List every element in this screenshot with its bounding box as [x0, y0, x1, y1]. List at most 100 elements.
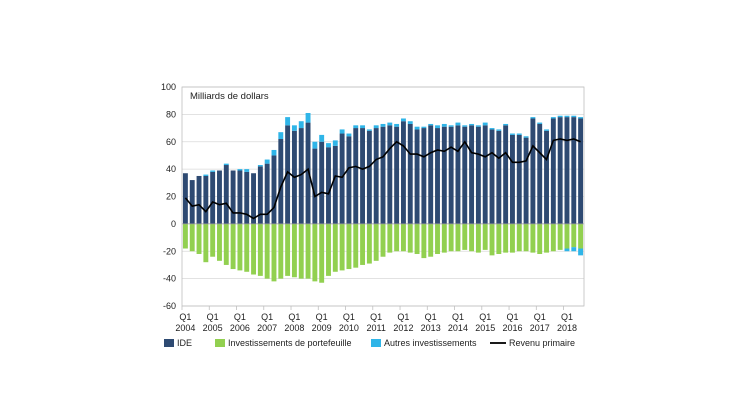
x-tick-quarter: Q1: [534, 312, 546, 322]
bar-investissements-portefeuille: [230, 223, 236, 270]
bar-investissements-portefeuille: [380, 223, 386, 257]
bar-autres-investissements: [469, 123, 475, 126]
y-tick-label: 80: [166, 109, 176, 119]
legend-swatch: [164, 339, 174, 347]
bar-investissements-portefeuille: [189, 223, 195, 252]
bar-ide: [305, 122, 311, 224]
bar-autres-investissements: [387, 122, 393, 126]
bar-investissements-portefeuille: [353, 223, 359, 268]
bar-investissements-portefeuille: [332, 223, 338, 272]
bar-autres-investissements: [244, 169, 250, 172]
bar-autres-investissements: [557, 115, 563, 118]
bar-investissements-portefeuille: [271, 223, 277, 282]
x-tick-year: 2013: [421, 323, 441, 333]
bar-ide: [210, 171, 216, 224]
bar-autres-investissements: [530, 117, 536, 119]
bar-autres-investissements: [523, 136, 529, 138]
bar-investissements-portefeuille: [217, 223, 222, 261]
bar-investissements-portefeuille: [441, 223, 447, 253]
bar-ide: [387, 125, 393, 224]
x-tick-year: 2011: [367, 323, 386, 333]
bar-investissements-portefeuille: [210, 223, 216, 257]
bar-ide: [380, 126, 386, 224]
bar-autres-investissements: [455, 122, 461, 126]
bar-investissements-portefeuille: [564, 223, 570, 249]
bar-investissements-portefeuille: [223, 223, 229, 265]
bar-ide: [394, 126, 400, 224]
bar-autres-investissements: [237, 169, 243, 171]
y-tick-label: -20: [163, 246, 176, 256]
bar-ide: [353, 128, 359, 224]
bar-autres-investissements: [421, 126, 427, 129]
bar-investissements-portefeuille: [196, 223, 202, 254]
bar-ide: [516, 134, 522, 224]
bar-ide: [196, 175, 202, 224]
bar-autres-investissements: [564, 115, 570, 118]
bar-ide: [373, 128, 379, 224]
plot-frame: [181, 86, 585, 307]
bar-investissements-portefeuille: [482, 223, 488, 250]
bar-ide: [400, 121, 406, 224]
bar-investissements-portefeuille: [291, 223, 297, 278]
bar-ide: [217, 170, 222, 224]
bar-autres-investissements: [223, 163, 229, 166]
legend-label: IDE: [177, 338, 192, 348]
bar-ide: [366, 130, 372, 224]
y-tick-label: 100: [161, 82, 176, 92]
x-tick-quarter: Q1: [479, 312, 491, 322]
x-tick-quarter: Q1: [234, 312, 246, 322]
bar-autres-investissements: [564, 248, 570, 252]
bar-autres-investissements: [285, 117, 291, 126]
bar-ide: [564, 117, 570, 224]
bar-autres-investissements: [353, 125, 359, 129]
x-tick-year: 2012: [393, 323, 413, 333]
bar-investissements-portefeuille: [394, 223, 400, 252]
bar-autres-investissements: [312, 141, 318, 149]
bar-ide: [312, 148, 318, 224]
bar-investissements-portefeuille: [360, 223, 366, 265]
bar-autres-investissements: [544, 129, 549, 131]
bar-autres-investissements: [489, 128, 495, 130]
legend-swatch: [371, 339, 381, 347]
x-tick-quarter: Q1: [343, 312, 355, 322]
bar-investissements-portefeuille: [475, 223, 481, 253]
bar-investissements-portefeuille: [319, 223, 325, 283]
bar-autres-investissements: [305, 113, 311, 123]
bar-autres-investissements: [319, 134, 325, 142]
x-tick-year: 2015: [475, 323, 495, 333]
bar-investissements-portefeuille: [346, 223, 352, 270]
y-tick-label: -60: [163, 301, 176, 311]
bar-investissements-portefeuille: [182, 223, 188, 249]
bar-ide: [223, 165, 229, 224]
bar-investissements-portefeuille: [448, 223, 454, 252]
legend-swatch: [215, 339, 225, 347]
y-tick-label: 0: [171, 219, 176, 229]
bar-ide: [544, 130, 549, 224]
bar-investissements-portefeuille: [326, 223, 331, 276]
bar-investissements-portefeuille: [373, 223, 379, 261]
bar-autres-investissements: [346, 133, 352, 137]
bar-ide: [278, 139, 284, 224]
bar-autres-investissements: [496, 129, 502, 131]
bar-investissements-portefeuille: [285, 223, 291, 276]
bar-ide: [503, 125, 509, 224]
bar-autres-investissements: [571, 247, 577, 252]
bar-ide: [496, 130, 502, 224]
x-tick-year: 2017: [530, 323, 550, 333]
bar-autres-investissements: [537, 122, 543, 124]
bar-investissements-portefeuille: [510, 223, 515, 253]
bar-ide: [414, 129, 420, 224]
bar-investissements-portefeuille: [428, 223, 434, 257]
bar-autres-investissements: [441, 123, 447, 127]
bar-ide: [448, 126, 454, 224]
x-tick-quarter: Q1: [397, 312, 409, 322]
bar-ide: [469, 125, 475, 224]
bar-investissements-portefeuille: [203, 223, 209, 263]
bar-ide: [298, 128, 304, 224]
legend-label: Revenu primaire: [509, 338, 575, 348]
bar-autres-investissements: [578, 117, 584, 119]
bar-investissements-portefeuille: [469, 223, 475, 252]
x-tick-quarter: Q1: [207, 312, 219, 322]
x-tick-year: 2018: [557, 323, 577, 333]
